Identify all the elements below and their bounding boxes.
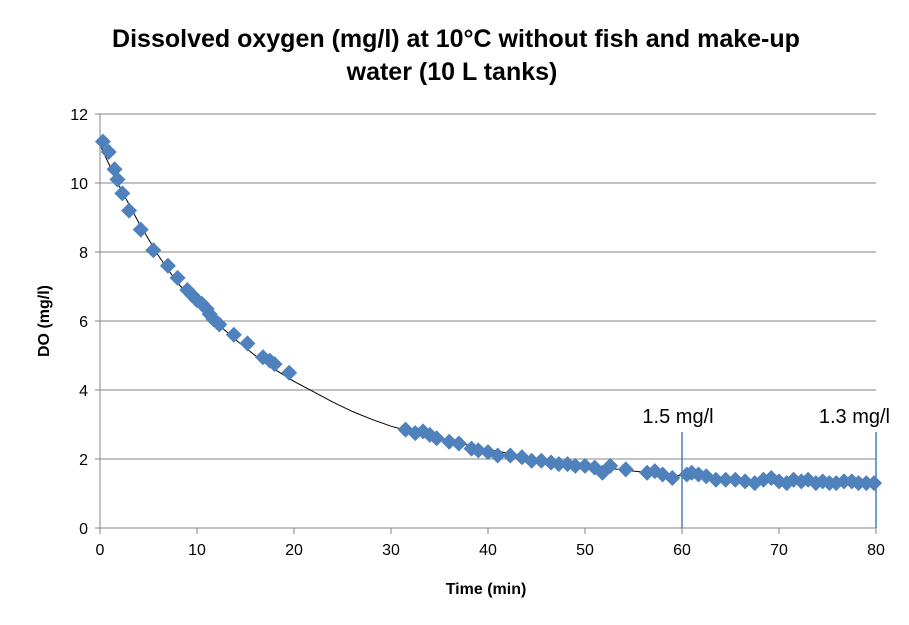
y-tick-label-2: 2 (79, 452, 88, 469)
data-point-37 (523, 452, 540, 469)
data-point-19 (239, 335, 256, 352)
data-point-1 (100, 143, 117, 160)
data-point-18 (225, 326, 242, 343)
y-tick-label-10: 10 (70, 176, 88, 193)
y-tick-label-12: 12 (70, 107, 88, 124)
data-point-28 (428, 430, 445, 447)
chart-title-line-2: water (10 L tanks) (346, 58, 558, 86)
x-tick-label-30: 30 (382, 542, 400, 559)
data-point-57 (717, 471, 734, 488)
y-tick-label-8: 8 (79, 245, 88, 262)
data-point-23 (281, 364, 298, 381)
data-point-6 (132, 221, 149, 238)
x-tick-label-70: 70 (770, 542, 788, 559)
y-tick-label-6: 6 (79, 314, 88, 331)
data-point-34 (489, 447, 506, 464)
gridlines (95, 113, 877, 534)
data-point-76 (866, 475, 883, 492)
marker-lines: 1.5 mg/l 1.3 mg/l (642, 406, 890, 528)
tick-labels: 0 2 4 6 8 10 12 0 10 20 30 40 50 60 70 80 (70, 107, 885, 559)
x-axis-title: Time (min) (446, 581, 527, 598)
x-tick-label-40: 40 (479, 542, 497, 559)
data-point-9 (169, 269, 186, 286)
data-point-7 (145, 242, 162, 259)
y-tick-label-4: 4 (79, 383, 88, 400)
data-point-3 (109, 171, 126, 188)
data-point-17 (211, 316, 228, 333)
data-point-5 (121, 202, 138, 219)
data-points (94, 133, 883, 492)
data-point-8 (159, 257, 176, 274)
data-point-35 (502, 447, 519, 464)
data-point-22 (266, 356, 283, 373)
data-point-47 (617, 461, 634, 478)
chart-title-line-1: Dissolved oxygen (mg/l) at 10°C without … (112, 25, 800, 53)
x-tick-label-50: 50 (576, 542, 594, 559)
y-tick-label-0: 0 (79, 521, 88, 538)
data-point-4 (114, 185, 131, 202)
data-point-30 (450, 435, 467, 452)
data-point-0 (94, 133, 111, 150)
data-point-42 (567, 457, 584, 474)
data-point-56 (707, 471, 724, 488)
data-point-51 (664, 469, 681, 486)
marker-label-80: 1.3 mg/l (819, 406, 890, 428)
marker-label-60: 1.5 mg/l (642, 406, 713, 428)
x-tick-label-60: 60 (673, 542, 691, 559)
y-axis-title: DO (mg/l) (36, 285, 53, 357)
data-point-40 (550, 456, 567, 473)
x-tick-label-20: 20 (285, 542, 303, 559)
x-tick-label-0: 0 (96, 542, 105, 559)
data-point-46 (602, 457, 619, 474)
x-tick-label-80: 80 (867, 542, 885, 559)
x-tick-label-10: 10 (188, 542, 206, 559)
